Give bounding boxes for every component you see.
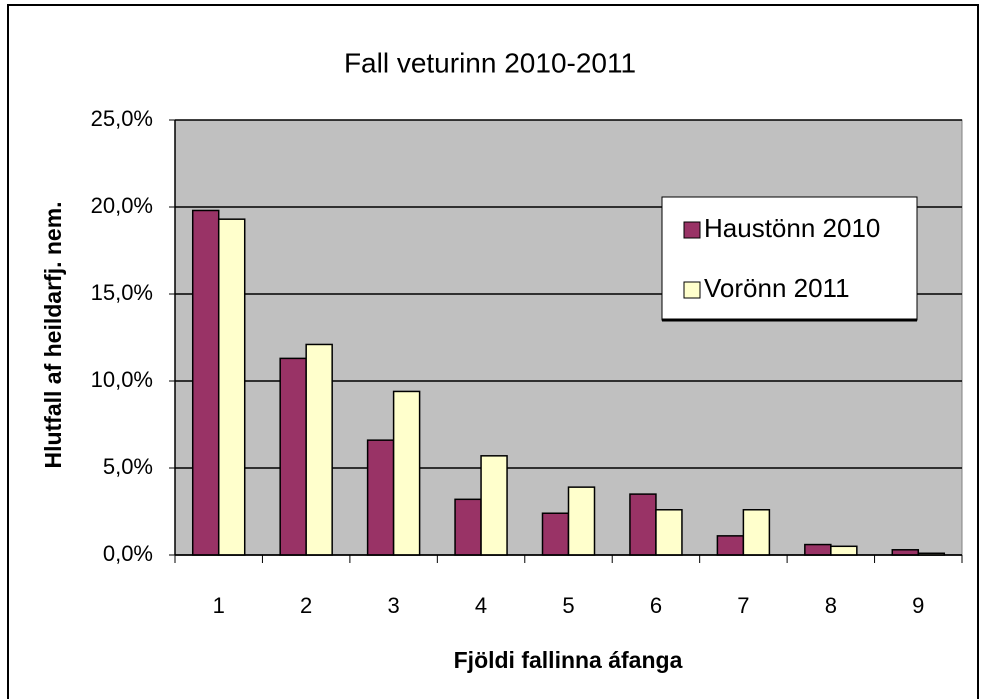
- y-tick-label: 5,0%: [103, 454, 153, 479]
- x-tick-label: 2: [300, 593, 312, 618]
- x-tick-label: 7: [737, 593, 749, 618]
- bar: [541, 512, 570, 556]
- chart-title: Fall veturinn 2010-2011: [344, 47, 636, 78]
- bar: [891, 549, 920, 556]
- legend-label: Vorönn 2011: [704, 273, 850, 303]
- x-tick-label: 8: [825, 593, 837, 618]
- x-tick-label: 1: [213, 593, 225, 618]
- bar: [217, 218, 246, 556]
- bar: [305, 343, 333, 556]
- bar: [366, 439, 395, 556]
- x-tick-label: 5: [562, 593, 574, 618]
- bar: [655, 509, 683, 556]
- legend-swatch: [683, 281, 701, 299]
- bar: [804, 543, 832, 556]
- y-tick-label: 20,0%: [91, 193, 153, 218]
- legend-label: Haustönn 2010: [704, 213, 880, 243]
- bar: [454, 498, 482, 556]
- x-axis-label: Fjöldi fallinna áfanga: [454, 647, 683, 673]
- y-tick-label: 25,0%: [91, 106, 153, 131]
- y-axis-label: Hlutfall af heildarfj. nem.: [40, 201, 66, 468]
- x-tick-label: 6: [650, 593, 662, 618]
- y-tick-label: 0,0%: [103, 541, 153, 566]
- bar: [567, 486, 596, 556]
- y-tick-label: 15,0%: [91, 280, 153, 305]
- bar: [191, 209, 220, 556]
- bar: [279, 357, 307, 556]
- y-tick-label: 10,0%: [91, 367, 153, 392]
- bar: [830, 545, 858, 556]
- bar: [629, 493, 657, 556]
- legend-box: [661, 196, 918, 321]
- bar: [742, 509, 771, 556]
- x-tick-label: 3: [387, 593, 399, 618]
- bar: [480, 455, 508, 556]
- x-tick-label: 9: [912, 593, 924, 618]
- legend-swatch: [683, 221, 701, 239]
- bar: [716, 535, 745, 556]
- x-tick-label: 4: [475, 593, 487, 618]
- bar: [392, 390, 421, 556]
